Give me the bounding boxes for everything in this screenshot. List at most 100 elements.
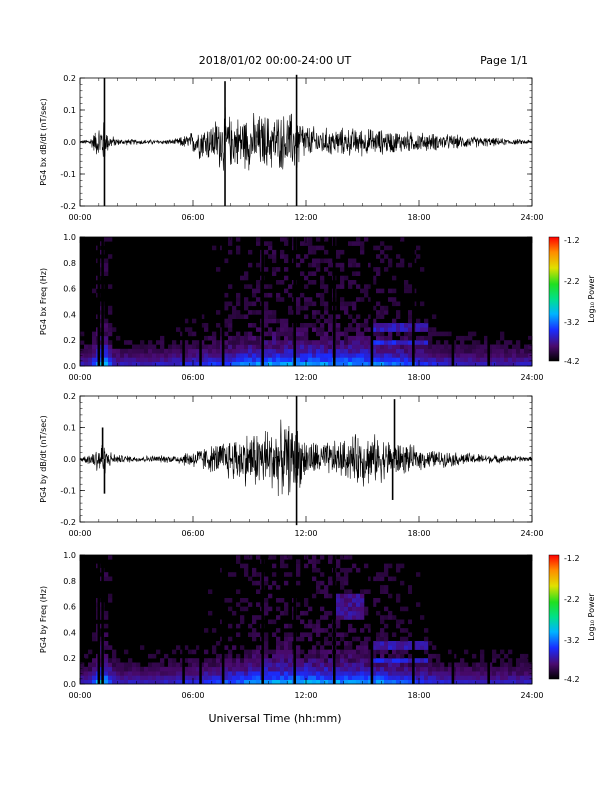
spectrogram-cell [372, 323, 377, 328]
x-tick-label: 24:00 [520, 691, 543, 700]
spectrogram-cell [520, 348, 525, 354]
spectrogram-cell [132, 344, 137, 350]
spectrogram-cell [188, 679, 193, 685]
spectrogram-cell [372, 675, 377, 680]
spectrogram-cell [104, 653, 109, 659]
spectrogram-cell [268, 318, 273, 324]
spectrogram-cell [132, 357, 137, 362]
spectrogram-cell [336, 344, 341, 350]
spectrogram-cell [156, 649, 161, 655]
colorbar-by-gradient [548, 554, 560, 680]
spectrogram-cell [160, 348, 165, 354]
spectrogram-cell [392, 641, 397, 646]
spectrogram-cell [196, 645, 201, 650]
panel-2: 1.00.80.60.40.20.000:00 06:00 12:00 18:00 24… [39, 233, 544, 382]
spectrogram-cell [428, 666, 433, 672]
data-gap-line [293, 555, 296, 684]
spectrogram-cell [364, 675, 369, 680]
spectrogram-cell [320, 357, 325, 362]
spectrogram-cell [288, 623, 293, 629]
spectrogram-cell [360, 598, 365, 603]
spectrogram-cell [376, 671, 381, 676]
spectrogram-cell [324, 353, 329, 358]
spectrogram-cell [288, 658, 293, 663]
spectrogram-cell [208, 658, 213, 663]
spectrogram-cell [328, 262, 333, 268]
spectrogram-cell [232, 340, 237, 345]
spectrogram-cell [396, 567, 401, 573]
spectrogram-cell [360, 602, 365, 607]
spectrogram-cell [364, 335, 369, 341]
spectrogram-cell [356, 344, 361, 350]
spectrogram-cell [440, 361, 445, 367]
spectrogram-cell [308, 353, 313, 358]
spectrogram-cell [496, 348, 501, 354]
spectrogram-cell [268, 619, 273, 625]
spectrogram-cell [92, 662, 97, 668]
spectrogram-cell [352, 671, 357, 676]
spectrogram-cell [92, 671, 97, 676]
spectrogram-cell [284, 610, 289, 616]
spectrogram-cell [264, 323, 269, 328]
spectrogram-cell [284, 323, 289, 328]
spectrogram-cell [204, 361, 209, 367]
spectrogram-cell [280, 666, 285, 672]
spectrogram-cell [304, 662, 309, 668]
spectrogram-cell [500, 335, 505, 341]
spectrogram-cell [172, 675, 177, 680]
spectrogram-cell [416, 327, 421, 332]
spectrogram-cell [460, 675, 465, 680]
spectrogram-cell [208, 671, 213, 676]
spectrogram-cell [368, 340, 373, 345]
data-gap-line [199, 237, 202, 366]
spectrogram-cell [160, 340, 165, 345]
spectrogram-cell [224, 301, 229, 307]
spectrogram-cell [276, 353, 281, 358]
spectrogram-cell [348, 662, 353, 668]
spectrogram-cell [356, 348, 361, 354]
spectrogram-cell [384, 310, 389, 315]
spectrogram-cell [400, 357, 405, 362]
spectrogram-cell [104, 361, 109, 367]
spectrogram-cell [356, 645, 361, 650]
spectrogram-cell [272, 555, 277, 560]
spectrogram-cell [380, 636, 385, 642]
spectrogram-cell [428, 679, 433, 685]
spectrogram-cell [272, 671, 277, 676]
spectrogram-cell [188, 658, 193, 663]
spectrogram-cell [400, 237, 405, 242]
spectrogram-cell [160, 353, 165, 358]
data-gap-line [487, 237, 490, 366]
spectrogram-cell [312, 357, 317, 362]
spectrogram-cell [188, 331, 193, 337]
spectrogram-cell [468, 675, 473, 680]
spectrogram-cell [288, 348, 293, 354]
spectrogram-cell [128, 679, 133, 685]
spectrogram-cell [240, 671, 245, 676]
spectrogram-cell [340, 666, 345, 672]
spectrogram-cell [228, 335, 233, 341]
spectrogram-cell [388, 262, 393, 268]
spectrogram-cell [228, 344, 233, 350]
spectrogram-cell [312, 271, 317, 276]
spectrogram-cell [196, 662, 201, 668]
spectrogram-cell [364, 641, 369, 646]
y-tick-label: -0.1 [60, 170, 76, 179]
spectrogram-cell [320, 645, 325, 650]
spectrogram-cell [280, 249, 285, 255]
spectrogram-cell [244, 671, 249, 676]
spectrogram-cell [484, 671, 489, 676]
spectrogram-cell [188, 344, 193, 350]
spectrogram-cell [348, 641, 353, 646]
spectrogram-cell [472, 353, 477, 358]
spectrogram-cell [300, 357, 305, 362]
spectrogram-cell [496, 344, 501, 350]
spectrogram-cell [320, 335, 325, 341]
spectrogram-cell [392, 675, 397, 680]
spectrogram-cell [428, 653, 433, 659]
spectrogram-cell [108, 555, 113, 560]
spectrogram-cell [268, 314, 273, 319]
spectrogram-cell [324, 335, 329, 341]
spectrogram-cell [524, 344, 529, 350]
spectrogram-cell [312, 301, 317, 307]
